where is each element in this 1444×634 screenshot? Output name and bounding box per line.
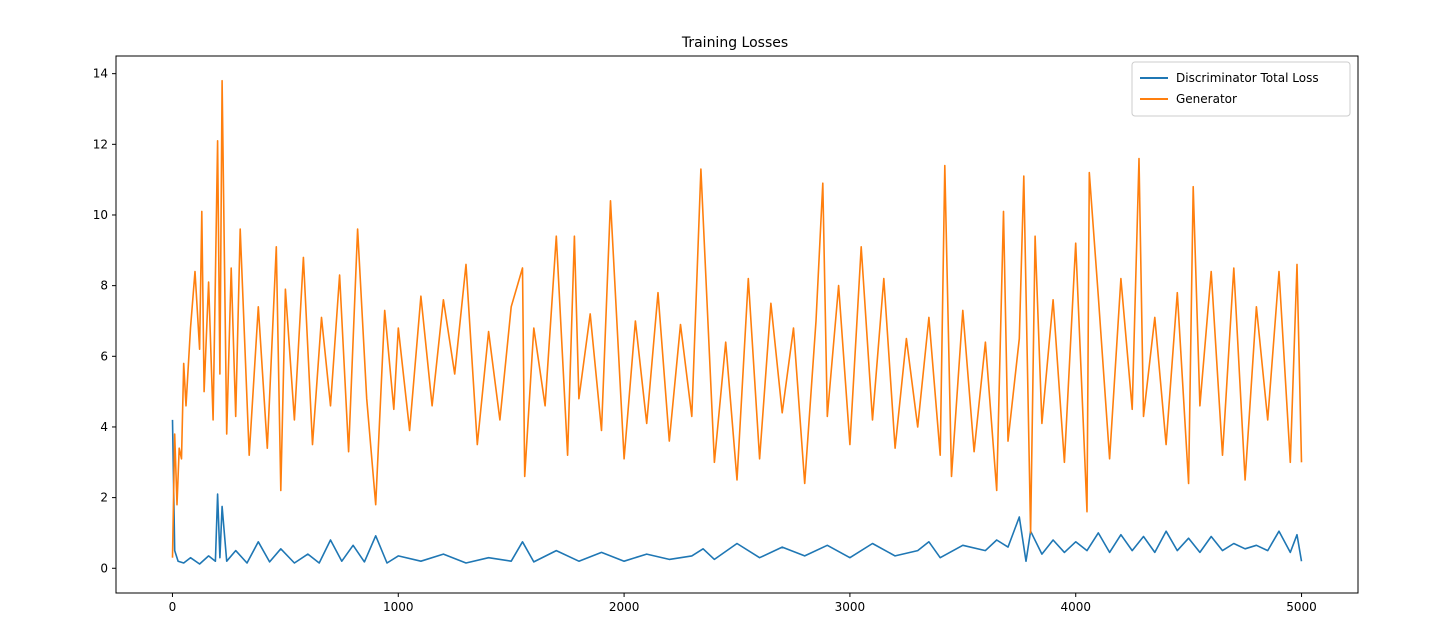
y-tick-label: 14 [93,67,108,81]
axes-frame [115,55,1359,594]
x-tick-label: 3000 [835,600,866,614]
y-tick-label: 2 [100,491,108,505]
legend-box [1131,61,1351,117]
y-tick-label: 10 [93,208,108,222]
y-axis: 0 2 4 6 8 10 12 14 [93,67,116,575]
x-tick-label: 0 [169,600,177,614]
x-tick-label: 2000 [609,600,640,614]
y-tick-label: 12 [93,137,108,151]
legend-label: Discriminator Total Loss [1176,71,1319,85]
y-tick-label: 6 [100,349,108,363]
series-line-2 [171,79,1303,558]
series-layer [171,79,1303,565]
legend: Discriminator Total Loss Generator [1131,61,1351,117]
chart-title: Training Losses [681,35,788,51]
y-tick-label: 0 [100,561,108,575]
x-tick-label: 4000 [1060,600,1091,614]
legend-label: Generator [1176,92,1237,106]
x-tick-label: 1000 [383,600,414,614]
series-line-1 [171,419,1303,565]
x-tick-label: 5000 [1286,600,1317,614]
x-axis: 0 1000 2000 3000 4000 5000 [169,593,1317,614]
y-tick-label: 4 [100,420,108,434]
y-tick-label: 8 [100,279,108,293]
